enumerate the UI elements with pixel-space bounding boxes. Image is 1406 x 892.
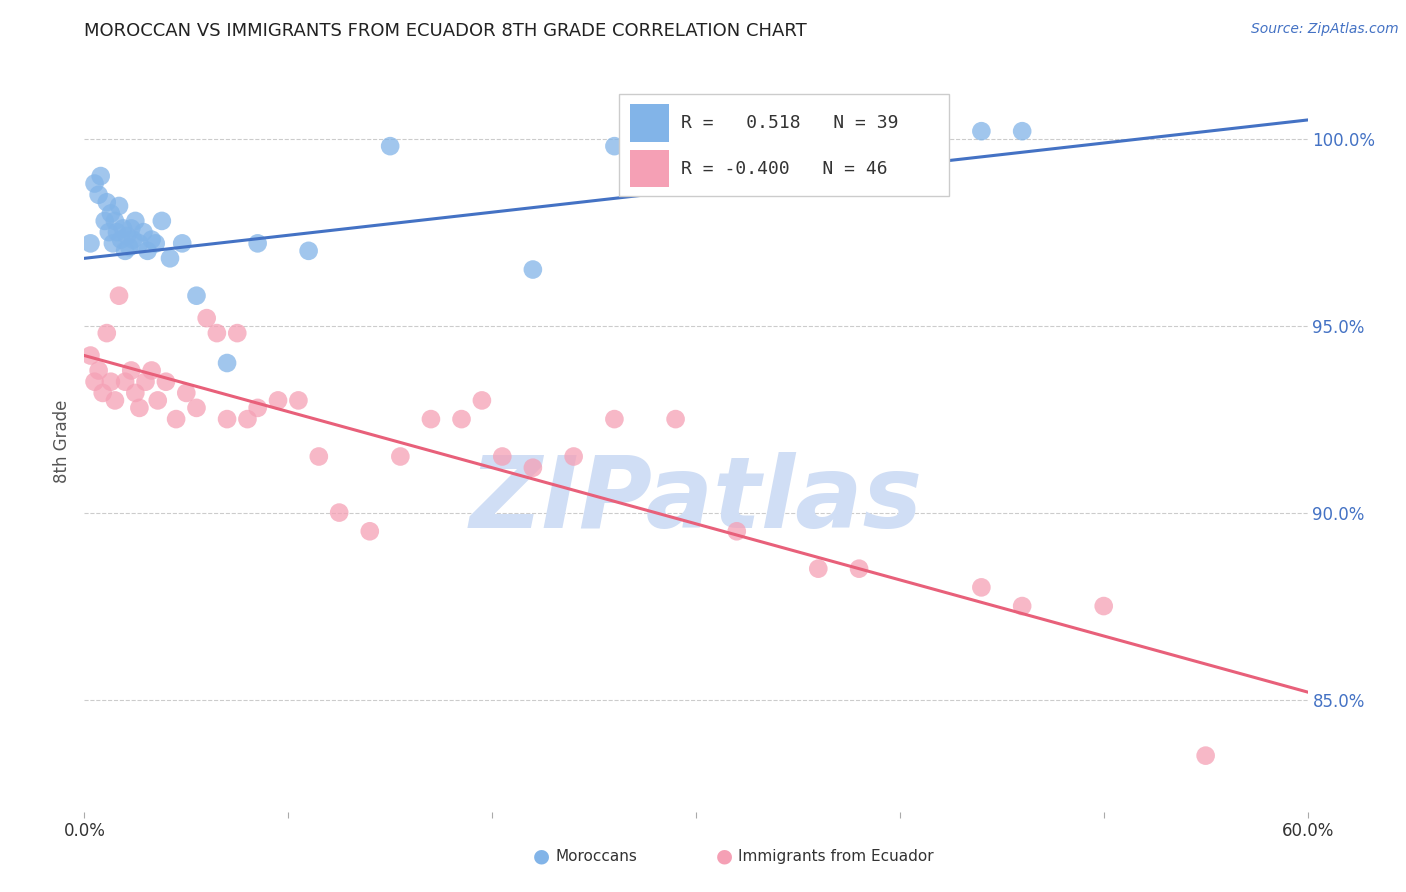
Point: [226, 326, 249, 340]
Point: [90, 169, 112, 183]
Point: [83, 177, 105, 191]
Point: [114, 375, 136, 389]
Point: [79, 236, 101, 251]
Point: [87, 363, 110, 377]
Point: [145, 236, 167, 251]
Text: ZIPatlas: ZIPatlas: [470, 452, 922, 549]
Point: [970, 124, 993, 138]
Point: [136, 244, 159, 258]
Point: [100, 206, 122, 220]
Point: [420, 412, 443, 426]
Point: [112, 221, 135, 235]
Point: [100, 375, 122, 389]
Point: [118, 240, 141, 254]
Point: [122, 233, 145, 247]
Point: [267, 393, 290, 408]
Point: [128, 236, 150, 251]
Point: [380, 139, 402, 153]
Point: [450, 412, 472, 426]
Text: R = -0.400   N = 46: R = -0.400 N = 46: [681, 160, 887, 178]
Point: [83, 375, 105, 389]
Point: [1011, 599, 1033, 613]
Point: [87, 187, 110, 202]
Point: [205, 326, 228, 340]
Point: [114, 244, 136, 258]
Text: ●: ●: [533, 847, 550, 866]
Point: [159, 252, 181, 266]
Point: [217, 412, 239, 426]
Point: [165, 412, 187, 426]
Point: [522, 262, 544, 277]
Text: Source: ZipAtlas.com: Source: ZipAtlas.com: [1251, 22, 1399, 37]
Point: [105, 225, 128, 239]
Point: [195, 311, 218, 326]
Point: [104, 214, 127, 228]
Point: [186, 289, 208, 303]
Point: [108, 289, 131, 303]
Point: [236, 412, 259, 426]
Point: [308, 450, 330, 464]
Point: [471, 393, 494, 408]
Point: [115, 228, 138, 243]
Point: [246, 236, 269, 251]
Point: [246, 401, 269, 415]
Point: [665, 412, 688, 426]
Point: [141, 363, 163, 377]
Point: [135, 375, 157, 389]
Point: [104, 393, 127, 408]
Text: Moroccans: Moroccans: [555, 849, 637, 863]
Point: [929, 124, 952, 138]
Point: [110, 233, 132, 247]
Point: [298, 244, 321, 258]
Point: [970, 580, 993, 594]
Point: [128, 401, 150, 415]
Point: [491, 450, 513, 464]
Point: [93, 214, 117, 228]
Point: [146, 393, 169, 408]
Point: [91, 386, 114, 401]
Point: [155, 375, 177, 389]
Point: [172, 236, 194, 251]
Point: [150, 214, 173, 228]
Point: [186, 401, 208, 415]
Point: [787, 124, 810, 138]
Text: R =   0.518   N = 39: R = 0.518 N = 39: [681, 114, 898, 132]
Point: [96, 326, 118, 340]
Point: [725, 524, 748, 539]
Point: [97, 225, 120, 239]
Point: [1092, 599, 1115, 613]
Point: [359, 524, 381, 539]
Point: [120, 221, 142, 235]
Point: [101, 236, 124, 251]
Point: [389, 450, 412, 464]
Text: Immigrants from Ecuador: Immigrants from Ecuador: [738, 849, 934, 863]
Point: [124, 214, 146, 228]
Point: [328, 506, 350, 520]
Point: [807, 562, 830, 576]
Point: [120, 363, 142, 377]
Point: [108, 199, 131, 213]
Point: [124, 386, 146, 401]
Point: [174, 386, 197, 401]
Text: ●: ●: [716, 847, 733, 866]
Point: [141, 233, 163, 247]
Point: [96, 195, 118, 210]
Point: [848, 562, 870, 576]
Point: [79, 349, 101, 363]
Point: [603, 139, 626, 153]
Point: [132, 225, 155, 239]
Point: [217, 356, 239, 370]
Point: [522, 460, 544, 475]
Point: [603, 412, 626, 426]
Point: [287, 393, 309, 408]
Y-axis label: 8th Grade: 8th Grade: [53, 400, 72, 483]
Text: MOROCCAN VS IMMIGRANTS FROM ECUADOR 8TH GRADE CORRELATION CHART: MOROCCAN VS IMMIGRANTS FROM ECUADOR 8TH …: [84, 22, 807, 40]
Point: [1011, 124, 1033, 138]
Point: [1195, 748, 1218, 763]
Point: [562, 450, 585, 464]
